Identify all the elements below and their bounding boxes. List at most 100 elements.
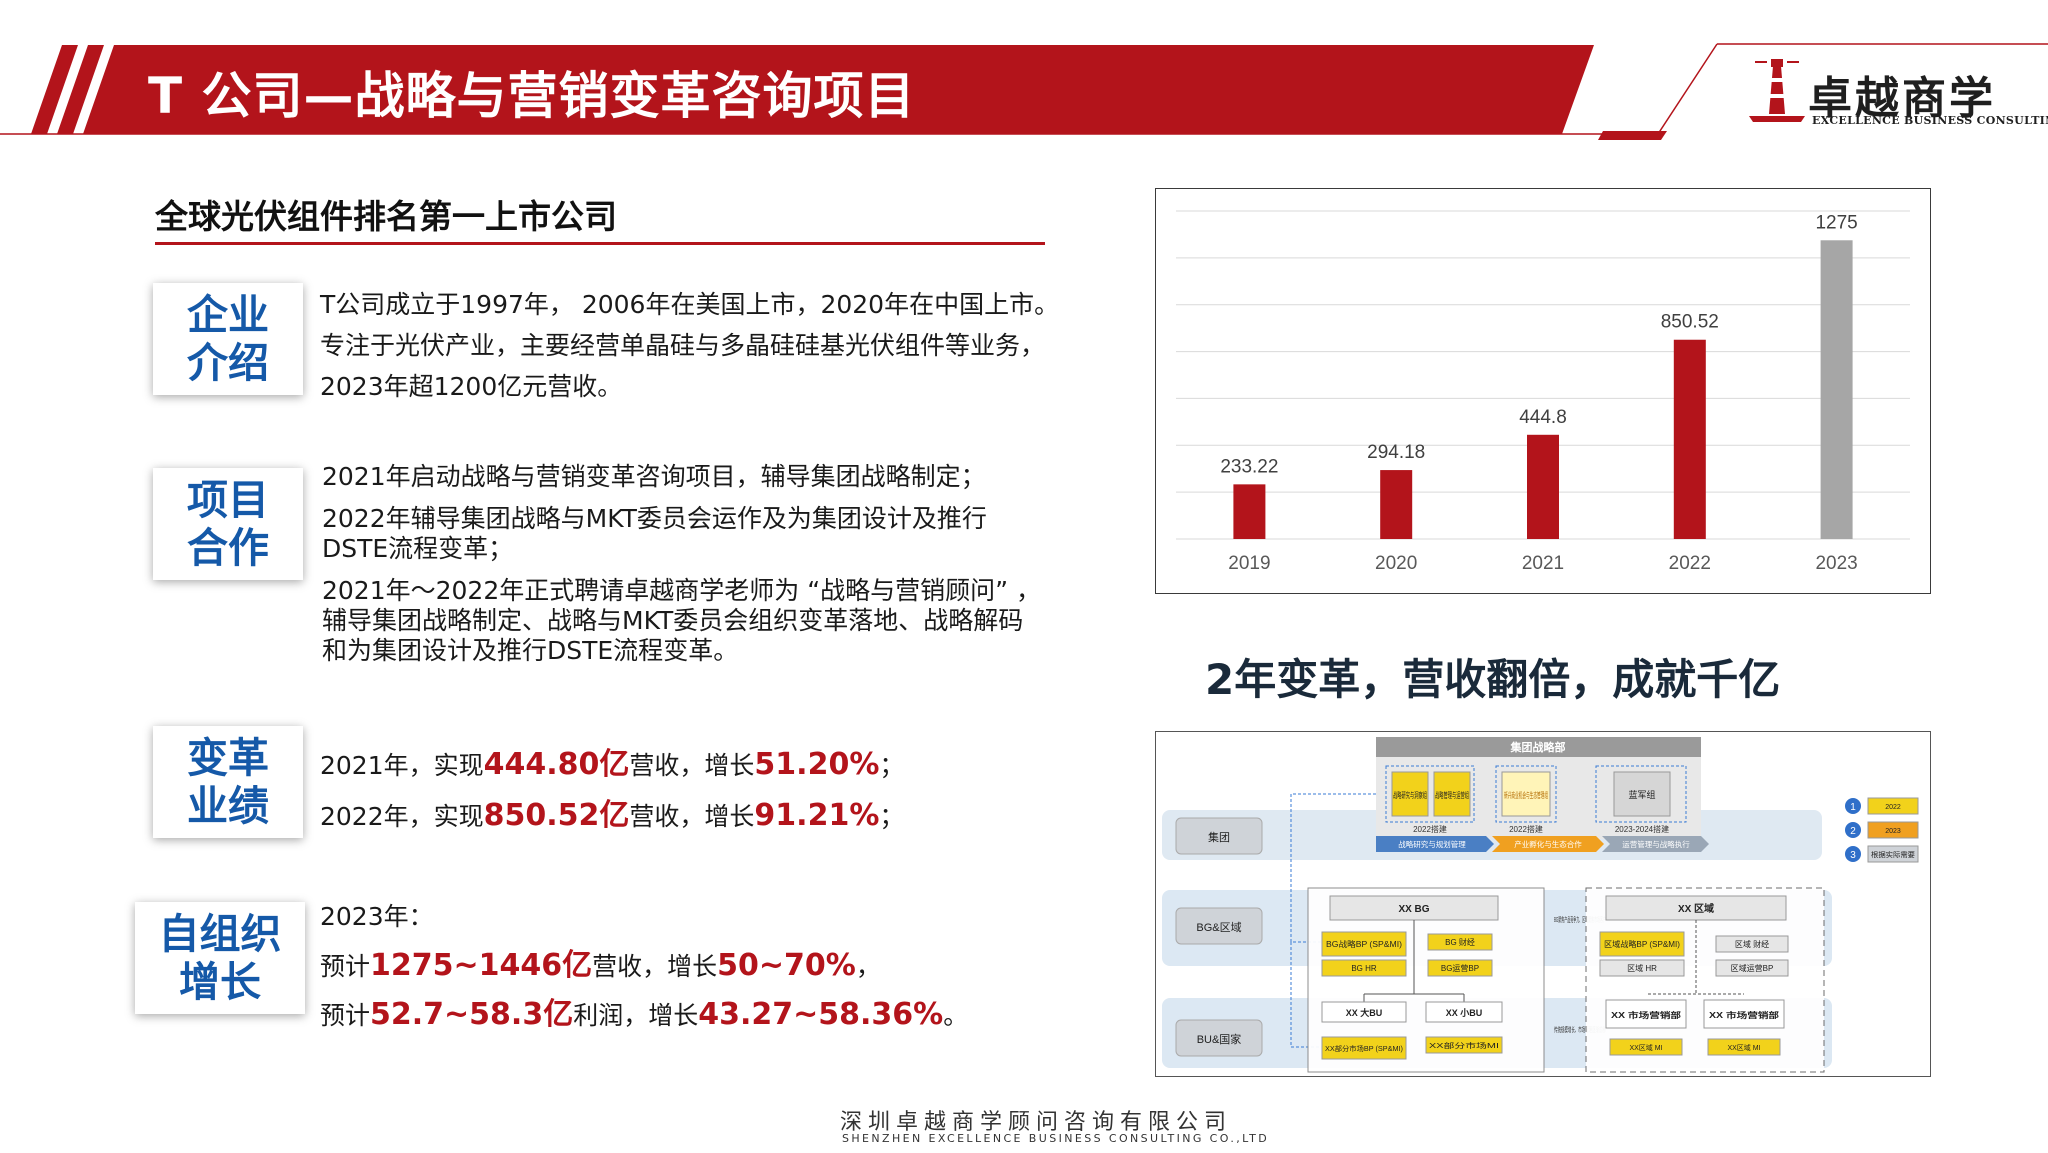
bar: [1527, 434, 1559, 539]
text: 预计: [320, 1001, 371, 1030]
subheading-underline: [155, 242, 1045, 245]
legend-text: 2023: [1885, 828, 1901, 835]
bg-box: BG HR: [1351, 964, 1377, 973]
label-self-organized-growth: 自组织 增长: [135, 902, 305, 1014]
revenue-chart-frame: 233.22 2019 294.18 2020 444.8 2021 850.52 2022 1…: [1155, 188, 1931, 594]
text-line: 2021年启动战略与营销变革咨询项目，辅导集团战略制定；: [322, 462, 986, 491]
text-line: 2021年～2022年正式聘请卓越商学老师为 “战略与营销顾问” ，: [322, 576, 1042, 605]
region-box: 区域运营BP: [1731, 963, 1774, 973]
x-tick-label: 2020: [1375, 553, 1417, 574]
text-line: 辅导集团战略制定、战略与MKT委员会组织变革落地、战略解码: [322, 606, 1024, 635]
label-line: 增长: [179, 958, 261, 1006]
text: 预计: [320, 952, 371, 981]
flow-label: 产业孵化与生态合作: [1514, 839, 1582, 849]
stage-label: 2022搭建: [1413, 824, 1447, 834]
top-box: 蓝军组: [1628, 789, 1655, 800]
label-reform-results: 变革 业绩: [153, 726, 303, 838]
row-label: 集团: [1208, 830, 1230, 844]
stage-label: 2022搭建: [1509, 824, 1543, 834]
org-diagram-svg: 集团 BG&区域 BU&国家 集团战略部 战略研究与洞察组 战略管理与运营组 新…: [1162, 737, 1919, 1073]
growth-forecast: 43.27~58.36%: [698, 997, 944, 1032]
data-label: 233.22: [1220, 456, 1278, 477]
dept-sub: XX区域 MI: [1727, 1043, 1760, 1052]
label-line: 变革: [187, 734, 269, 782]
dept-box: XX 市场营销部: [1709, 1010, 1779, 1020]
bg-title: XX BG: [1398, 904, 1429, 915]
text: 营收，增长: [629, 802, 755, 831]
bar: [1820, 240, 1853, 539]
top-box: 新兴商业机会与生态管理组: [1504, 790, 1548, 800]
result-row: 2022年，实现850.52亿营收，增长91.21%；: [320, 791, 904, 842]
text: 利润，增长: [573, 1001, 699, 1030]
text-line: 2023年超1200亿元营收。: [320, 372, 623, 401]
text: 2021年，实现: [320, 751, 484, 780]
text: 2022年，实现: [320, 802, 484, 831]
label-line: 项目: [187, 476, 269, 524]
revenue-value: 444.80亿: [483, 747, 630, 782]
legend-text: 根据实际需要: [1871, 850, 1915, 859]
legend-num: 1: [1850, 802, 1856, 813]
revenue-value: 850.52亿: [483, 798, 630, 833]
org-structure-diagram: 集团 BG&区域 BU&国家 集团战略部 战略研究与洞察组 战略管理与运营组 新…: [1155, 731, 1931, 1077]
forecast-row: 预计1275~1446亿营收，增长50~70%，: [320, 942, 968, 991]
legend-num: 2: [1850, 826, 1856, 837]
data-label: 850.52: [1661, 312, 1719, 333]
flow-label: 运营管理与战略执行: [1622, 839, 1690, 849]
footer-company-name: 深圳卓越商学顾问咨询有限公司: [840, 1110, 1233, 1135]
bar: [1380, 470, 1413, 539]
data-label: 1275: [1815, 212, 1857, 233]
text-line: 和为集团设计及推行DSTE流程变革。: [322, 636, 739, 665]
bar: [1673, 339, 1706, 539]
bg-box: BG运营BP: [1441, 963, 1479, 973]
project-cooperation-text: 2021年启动战略与营销变革咨询项目，辅导集团战略制定； 2022年辅导集团战略…: [322, 462, 1041, 666]
data-label: 444.8: [1519, 407, 1567, 428]
profit-forecast: 52.7~58.3亿: [370, 997, 574, 1032]
label-line: 自组织: [158, 910, 282, 958]
bu-box: XX 大BU: [1346, 1007, 1383, 1018]
flow-label: 战略研究与规划管理: [1398, 839, 1466, 849]
label-line: 介绍: [187, 339, 269, 387]
top-banner: 集团战略部: [1510, 740, 1566, 754]
bg-box: BG战略BP (SP&MI): [1326, 939, 1402, 949]
text-line: T公司成立于1997年， 2006年在美国上市，2020年在中国上市。: [320, 290, 1060, 319]
slogan: 2年变革，营收翻倍，成就千亿: [1205, 655, 1781, 704]
x-tick-label: 2022: [1669, 553, 1711, 574]
growth-value: 51.20%: [754, 747, 880, 782]
logo-text: 卓越商学: [1808, 73, 1996, 124]
dept-box: XX 市场营销部: [1611, 1010, 1681, 1020]
text: ；: [879, 802, 905, 831]
text: 营收，增长: [629, 751, 755, 780]
page-title: T 公司—战略与营销变革咨询项目: [148, 67, 916, 125]
row-label: BU&国家: [1197, 1032, 1242, 1046]
text: ；: [879, 751, 905, 780]
text-line: 2022年辅导集团战略与MKT委员会运作及为集团设计及推行: [322, 504, 987, 533]
header-banner: [0, 43, 2048, 140]
revenue-bar-chart: 233.22 2019 294.18 2020 444.8 2021 850.52 2022 1…: [1176, 210, 1910, 574]
subheading: 全球光伏组件排名第一上市公司: [155, 197, 617, 236]
label-line: 业绩: [187, 782, 269, 830]
revenue-forecast: 1275~1446亿: [370, 948, 593, 983]
text-line: 专注于光伏产业，主要经营单晶硅与多晶硅硅基光伏组件等业务，: [320, 331, 1046, 360]
growth-value: 91.21%: [754, 798, 880, 833]
region-title: XX 区域: [1678, 902, 1714, 915]
logo-subtext: EXCELLENCE BUSINESS CONSULTING: [1812, 114, 2048, 127]
dept-sub: XX区域 MI: [1629, 1043, 1662, 1052]
text: 营收，增长: [592, 952, 718, 981]
x-tick-label: 2023: [1815, 553, 1857, 574]
bar: [1233, 484, 1266, 539]
forecast-text: 2023年： 预计1275~1446亿营收，增长50~70%， 预计52.7~5…: [320, 892, 968, 1040]
region-box: 区域 HR: [1627, 963, 1657, 973]
footer-company-name-en: SHENZHEN EXCELLENCE BUSINESS CONSULTING …: [842, 1132, 1270, 1145]
growth-forecast: 50~70%: [717, 948, 856, 983]
company-intro-text: T公司成立于1997年， 2006年在美国上市，2020年在中国上市。 专注于光…: [320, 284, 1059, 407]
lighthouse-icon: [1749, 59, 1805, 122]
top-box: 战略管理与运营组: [1435, 790, 1469, 800]
legend-num: 3: [1850, 850, 1856, 861]
text: ，: [855, 952, 881, 981]
bg-box: BG 财经: [1445, 937, 1475, 947]
bu-box: XX 小BU: [1446, 1007, 1483, 1018]
reform-results-text: 2021年，实现444.80亿营收，增长51.20%； 2022年，实现850.…: [320, 740, 904, 842]
label-line: 合作: [187, 524, 269, 572]
bu-sub: XX部分市场BP (SP&MI): [1325, 1044, 1403, 1053]
stage-label: 2023-2024搭建: [1615, 824, 1669, 834]
